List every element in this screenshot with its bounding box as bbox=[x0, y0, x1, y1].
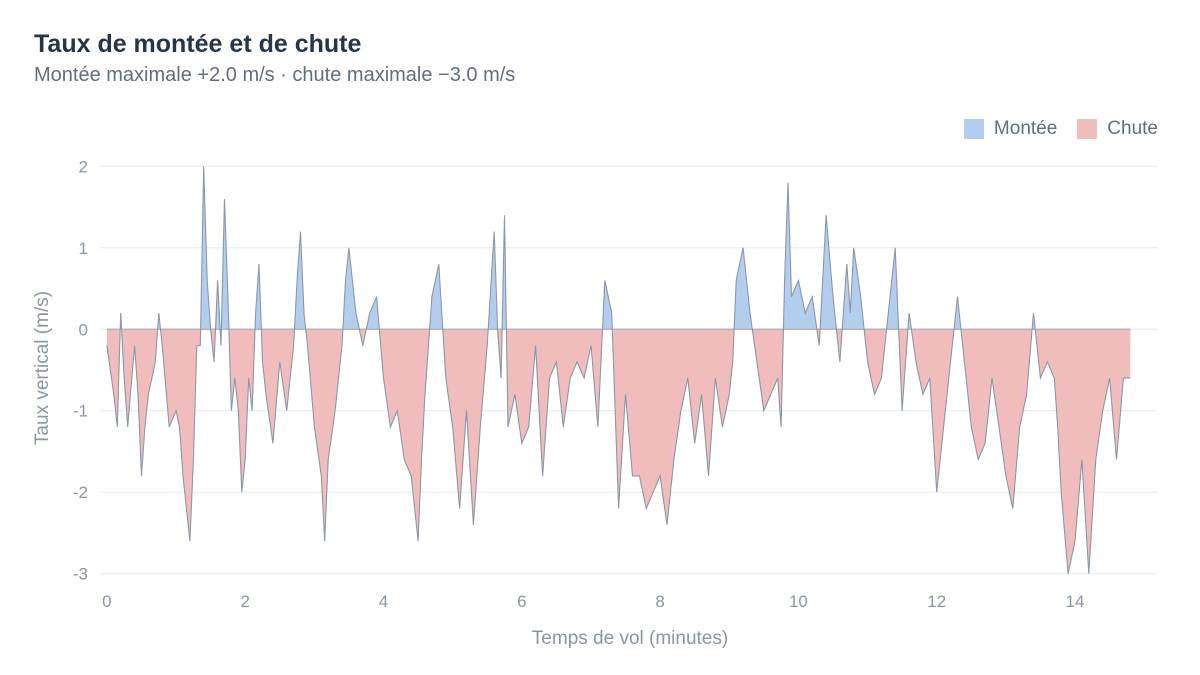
legend-swatch-montee bbox=[963, 119, 984, 139]
legend-item-montee: Montée bbox=[963, 118, 1058, 140]
legend: Montée Chute bbox=[944, 118, 1158, 140]
x-tick-label: 10 bbox=[789, 592, 808, 611]
y-tick-label: -1 bbox=[73, 402, 88, 421]
x-tick-label: 6 bbox=[517, 592, 526, 611]
x-tick-label: 2 bbox=[240, 592, 249, 611]
chart-title: Taux de montée et de chute bbox=[34, 30, 362, 58]
x-tick-label: 14 bbox=[1066, 592, 1085, 611]
y-tick-label: 2 bbox=[79, 157, 88, 176]
legend-item-chute: Chute bbox=[1077, 118, 1158, 140]
legend-label-montee: Montée bbox=[993, 118, 1058, 139]
y-tick-label: -3 bbox=[73, 565, 88, 584]
y-tick-label: 0 bbox=[79, 320, 88, 339]
y-tick-label: 1 bbox=[79, 239, 88, 258]
x-tick-label: 0 bbox=[102, 592, 111, 611]
legend-label-chute: Chute bbox=[1107, 118, 1158, 139]
y-axis-label: Taux vertical (m/s) bbox=[32, 291, 53, 445]
legend-swatch-chute bbox=[1077, 119, 1098, 139]
x-tick-label: 4 bbox=[379, 592, 388, 611]
area-chute bbox=[106, 329, 1131, 574]
x-tick-label: 12 bbox=[927, 592, 946, 611]
y-tick-label: -2 bbox=[73, 483, 88, 502]
series-line bbox=[106, 166, 1131, 574]
x-tick-label: 8 bbox=[655, 592, 664, 611]
chart-subtitle: Montée maximale +2.0 m/s · chute maximal… bbox=[34, 64, 516, 86]
x-axis-label: Temps de vol (minutes) bbox=[532, 628, 728, 649]
